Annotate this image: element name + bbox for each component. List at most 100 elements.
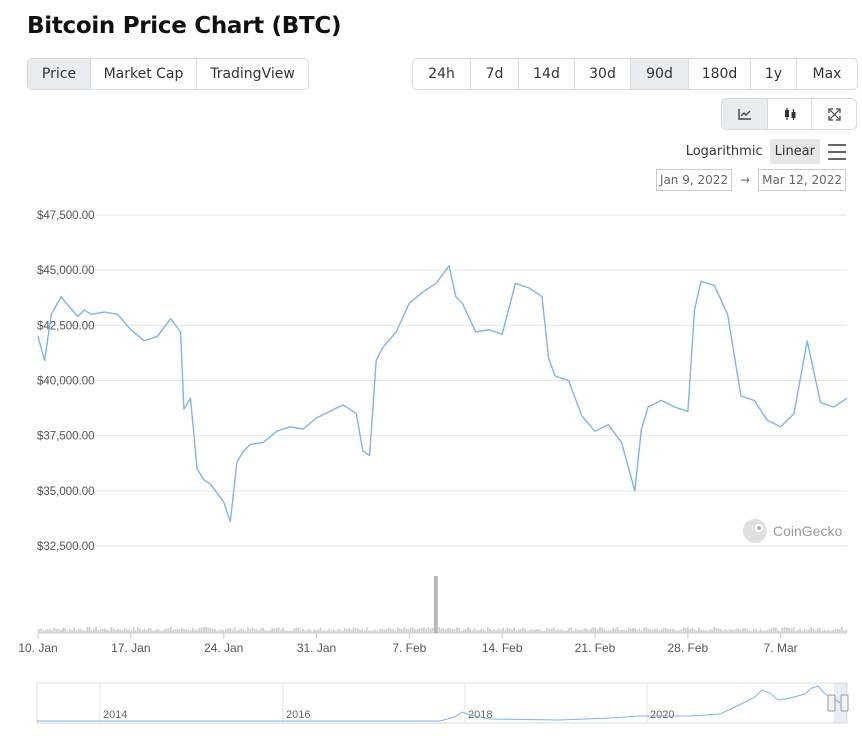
volume-bar	[104, 628, 106, 633]
volume-bar	[181, 627, 183, 633]
volume-bar	[731, 629, 733, 633]
volume-bar	[57, 629, 60, 633]
line-chart-button[interactable]	[722, 99, 768, 129]
volume-bar	[627, 627, 630, 633]
volume-bar	[368, 630, 370, 633]
volume-bar	[150, 628, 152, 633]
volume-bar	[242, 629, 245, 633]
linear-toggle[interactable]: Linear	[769, 139, 820, 164]
tab-market-cap[interactable]: Market Cap	[91, 59, 197, 89]
volume-bar	[174, 629, 177, 633]
volume-bar	[317, 629, 320, 633]
volume-bar	[390, 628, 392, 633]
volume-bar	[385, 628, 388, 633]
volume-bar	[407, 629, 410, 633]
volume-bar	[737, 628, 740, 633]
navigator-left-handle[interactable]	[827, 694, 836, 712]
volume-bar	[416, 629, 419, 633]
date-to-input[interactable]: Mar 12, 2022	[758, 169, 846, 191]
volume-bar	[691, 627, 694, 633]
volume-bar	[689, 629, 691, 633]
range-14d-button[interactable]: 14d	[519, 59, 575, 89]
range-7d-button[interactable]: 7d	[471, 59, 519, 89]
volume-bar	[572, 630, 575, 633]
volume-bar	[284, 630, 287, 633]
volume-bar	[713, 627, 716, 633]
volume-bar	[321, 630, 324, 633]
volume-bar	[687, 627, 689, 633]
volume-bar	[475, 630, 478, 633]
volume-bar	[845, 629, 848, 633]
volume-bar	[431, 627, 434, 633]
volume-bar	[172, 629, 174, 633]
volume-bar	[759, 628, 762, 633]
volume-bar	[453, 629, 456, 633]
menu-icon[interactable]	[828, 143, 846, 160]
volume-bar	[332, 629, 335, 633]
volume-bar	[258, 630, 260, 633]
volume-bar	[607, 630, 610, 633]
volume-bar	[203, 627, 205, 633]
volume-bar	[401, 629, 403, 633]
volume-bar	[808, 629, 810, 633]
volume-bar	[269, 630, 271, 633]
volume-bar	[108, 630, 111, 633]
fullscreen-button[interactable]	[812, 99, 856, 129]
volume-bar	[508, 628, 511, 633]
range-180d-button[interactable]: 180d	[689, 59, 751, 89]
volume-bar	[495, 630, 498, 633]
volume-bar	[229, 628, 232, 633]
volume-bar	[299, 630, 302, 633]
volume-bar	[599, 627, 601, 633]
volume-bar	[559, 630, 562, 633]
volume-bar	[526, 630, 529, 633]
volume-bar	[442, 628, 445, 633]
volume-bar	[176, 629, 179, 633]
y-tick-label: $40,000.00	[37, 376, 95, 388]
volume-bar	[106, 629, 108, 633]
volume-bar	[200, 627, 203, 633]
volume-bar	[383, 629, 386, 633]
x-tick-label: 21. Feb	[575, 641, 616, 655]
volume-bar	[438, 627, 441, 633]
volume-bar	[189, 630, 192, 633]
volume-bar	[165, 628, 168, 633]
volume-bar	[502, 628, 504, 633]
volume-bar	[728, 629, 731, 633]
range-24h-button[interactable]: 24h	[413, 59, 471, 89]
volume-bar	[651, 629, 654, 633]
range-1y-button[interactable]: 1y	[751, 59, 797, 89]
volume-bar	[746, 629, 749, 633]
volume-bar	[816, 628, 819, 633]
volume-bar	[574, 628, 577, 633]
date-from-input[interactable]: Jan 9, 2022	[655, 169, 733, 191]
volume-bar	[671, 628, 674, 633]
tab-price[interactable]: Price	[28, 59, 91, 89]
volume-bar	[764, 630, 766, 633]
tab-tradingview[interactable]: TradingView	[210, 66, 295, 82]
grid-lines	[38, 214, 847, 634]
y-tick-label: $32,500.00	[37, 541, 95, 553]
range-90d-button[interactable]: 90d	[631, 59, 689, 89]
volume-bar	[680, 629, 683, 633]
volume-bar	[238, 629, 240, 633]
navigator-tick-label: 2016	[286, 709, 310, 721]
volume-bar	[810, 627, 812, 633]
volume-bar	[841, 627, 843, 633]
candlestick-button[interactable]	[768, 99, 812, 129]
logarithmic-toggle[interactable]: Logarithmic	[685, 144, 763, 159]
volume-bar	[280, 630, 282, 633]
volume-bar	[790, 628, 793, 633]
volume-bar	[539, 629, 542, 633]
range-30d-button[interactable]: 30d	[575, 59, 631, 89]
line-chart-icon	[737, 109, 751, 120]
volume-bar	[365, 627, 368, 633]
volume-bar	[783, 627, 786, 633]
volume-bar	[693, 629, 696, 633]
volume-bar	[537, 628, 540, 633]
navigator-frame	[36, 682, 848, 724]
volume-bar	[163, 629, 166, 633]
navigator-right-handle[interactable]	[840, 694, 849, 712]
volume-bar	[348, 628, 350, 633]
range-max-button[interactable]: Max	[812, 66, 842, 82]
